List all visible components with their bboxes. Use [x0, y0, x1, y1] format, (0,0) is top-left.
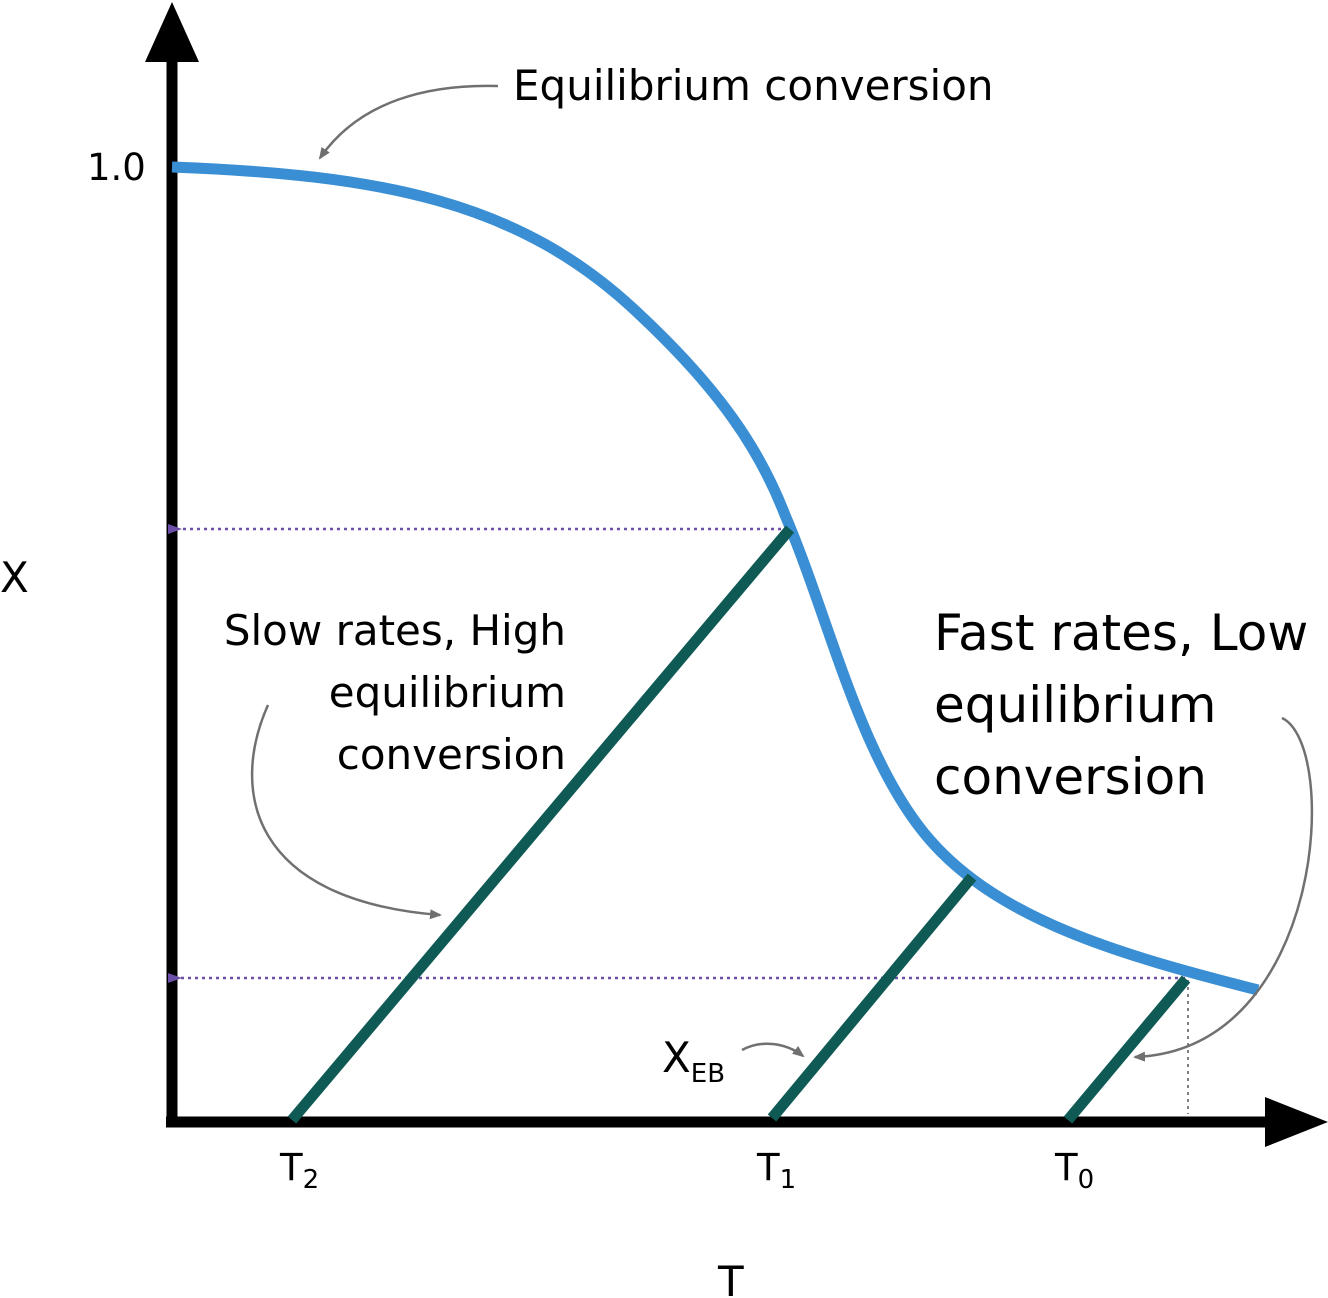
fast-rates-callout-arrow [1133, 716, 1314, 1062]
temperature-label-t0-main: T [1054, 1146, 1078, 1189]
temperature-label-t2: T2 [279, 1146, 319, 1195]
equilibrium-curve [171, 161, 1260, 996]
operating-line-t2 [287, 525, 795, 1124]
slow-rates-callout-arrow [250, 704, 442, 920]
fast-rates-label-line1: Fast rates, Low [934, 604, 1308, 662]
slow-rates-label-line1: Slow rates, High [224, 606, 566, 655]
temperature-label-t1: T1 [756, 1146, 796, 1195]
equilibrium-callout-arrow [318, 84, 499, 160]
xeb-label-sub: EB [691, 1059, 725, 1089]
xeb-label: XEB [662, 1033, 725, 1089]
x-axis-arrowhead [1265, 1097, 1328, 1147]
temperature-label-t1-sub: 1 [780, 1165, 797, 1195]
temperature-label-t0: T0 [1054, 1146, 1094, 1195]
slow-rates-label-line3: conversion [337, 730, 566, 779]
operating-line-t1 [767, 873, 977, 1122]
temperature-label-t2-sub: 2 [303, 1165, 320, 1195]
fast-rates-label-line2: equilibrium [934, 676, 1216, 734]
y-tick-label: 1.0 [87, 146, 146, 189]
slow-rates-label-line2: equilibrium [329, 668, 566, 717]
temperature-label-t1-main: T [756, 1146, 780, 1189]
equilibrium-conversion-label: Equilibrium conversion [513, 61, 994, 110]
y-axis-arrowhead [145, 2, 199, 62]
xeb-label-main: X [662, 1033, 691, 1082]
fast-rates-label-line3: conversion [934, 748, 1207, 806]
temperature-label-t0-sub: 0 [1078, 1165, 1095, 1195]
xeb-callout-arrow [741, 1042, 805, 1058]
operating-line-t0 [1063, 975, 1191, 1124]
x-axis-label: T [717, 1257, 744, 1298]
temperature-label-t2-main: T [279, 1146, 303, 1189]
y-axis-label: X [0, 553, 29, 602]
